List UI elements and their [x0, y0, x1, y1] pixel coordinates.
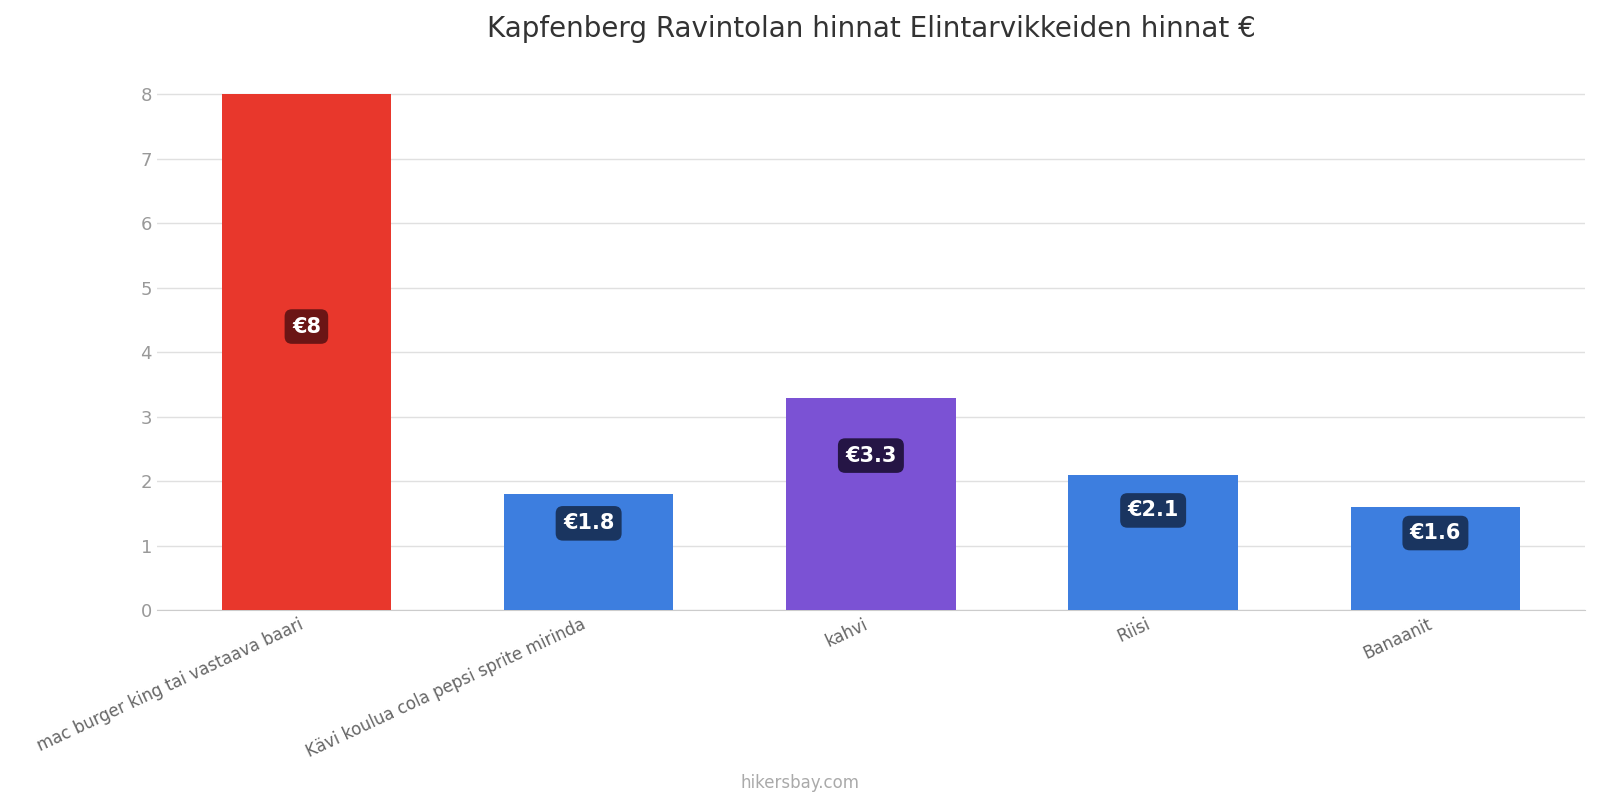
Text: €1.8: €1.8 — [563, 514, 614, 534]
Bar — [1350, 507, 1520, 610]
Text: €2.1: €2.1 — [1128, 501, 1179, 521]
Text: €1.6: €1.6 — [1410, 523, 1461, 543]
Text: hikersbay.com: hikersbay.com — [741, 774, 859, 792]
Text: €3.3: €3.3 — [845, 446, 896, 466]
Bar — [222, 94, 390, 610]
Text: €8: €8 — [291, 317, 322, 337]
Bar — [786, 398, 955, 610]
Bar — [1069, 475, 1238, 610]
Bar — [504, 494, 674, 610]
Title: Kapfenberg Ravintolan hinnat Elintarvikkeiden hinnat €: Kapfenberg Ravintolan hinnat Elintarvikk… — [486, 15, 1256, 43]
